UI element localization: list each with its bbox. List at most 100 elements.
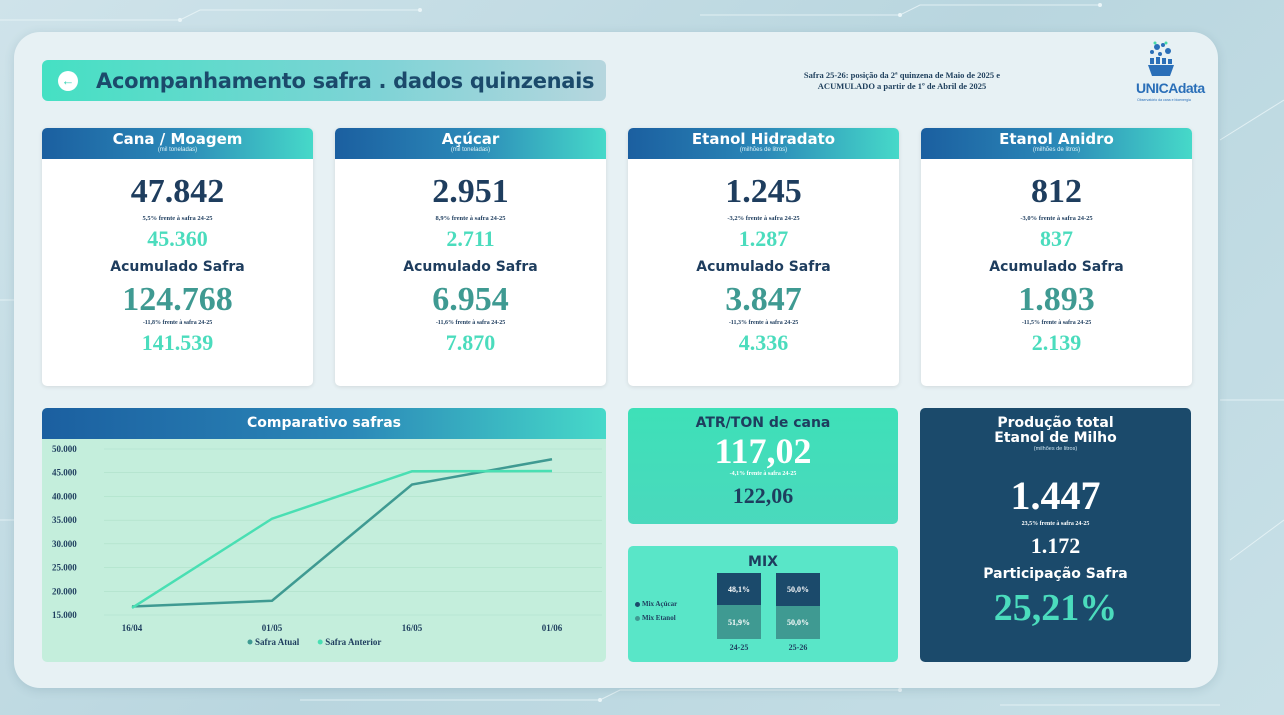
milho-value: 1.447	[1010, 473, 1101, 518]
card-title: Etanol Hidradato	[691, 130, 836, 148]
card-header: Açúcar (mil toneladas)	[335, 128, 606, 159]
title-bar: ← Acompanhamento safra . dados quinzenai…	[42, 60, 606, 101]
card-prev-value: 1.287	[738, 226, 789, 251]
legend-label-acucar: Mix Açúcar	[642, 600, 678, 608]
etanol-milho-card: Produção total Etanol de Milho (milhões …	[920, 408, 1191, 662]
legend-marker	[247, 639, 253, 645]
milho-title-line-1: Produção total	[997, 415, 1114, 431]
card-unit: (mil toneladas)	[157, 147, 198, 153]
y-tick-label: 40.000	[52, 491, 77, 501]
comparativo-safras-chart: Comparativo safras 50.000 45.000 40.000 35.…	[42, 408, 606, 662]
atr-ton-card: ATR/TON de cana 117,02 -4,1% frente à sa…	[628, 408, 898, 524]
card-etanol-hidratado: Etanol Hidradato (milhões de litros) 1.2…	[628, 128, 899, 386]
card-accumulated-label: Acumulado Safra	[696, 259, 831, 275]
legend-mix-etanol: Mix Etanol	[635, 614, 676, 622]
card-value: 812	[1031, 173, 1082, 210]
card-accumulated-label: Acumulado Safra	[989, 259, 1124, 275]
logo-subtext: Observatório da cana e bioenergia	[1137, 98, 1191, 102]
y-tick-label: 45.000	[52, 468, 77, 478]
card-prev-value: 2.711	[446, 226, 495, 251]
card-accumulated-label: Acumulado Safra	[403, 259, 538, 275]
x-tick-label: 16/04	[122, 623, 143, 633]
mix-card: MIX Mix Açúcar Mix Etanol 48,1% 51,9% 50…	[628, 546, 898, 662]
card-accumulated-pct: -11,5% frente à safra 24-25	[1021, 320, 1092, 326]
card-accumulated-value: 1.893	[1018, 281, 1095, 318]
subtitle-line-2: ACUMULADO a partir de 1º de Abril de 202…	[817, 81, 987, 91]
mix-category-label: 24-25	[729, 643, 749, 652]
card-accumulated-pct: -11,8% frente à safra 24-25	[142, 320, 213, 326]
card-accumulated-pct: -11,6% frente à safra 24-25	[435, 320, 506, 326]
card-etanol-anidro: Etanol Anidro (milhões de litros) 812 -3…	[921, 128, 1192, 386]
back-arrow-icon[interactable]: ←	[58, 70, 78, 91]
mix-segment-acucar: 50,0%	[776, 573, 820, 606]
card-accumulated-value: 6.954	[432, 281, 509, 318]
card-pct: 8,9% frente à safra 24-25	[435, 215, 506, 222]
legend-dot-etanol	[635, 615, 640, 621]
card-header: Etanol Anidro (milhões de litros)	[921, 128, 1192, 159]
logo-icon	[1148, 41, 1174, 76]
card-accumulated-value: 124.768	[122, 281, 233, 318]
milho-participation-label: Participação Safra	[983, 566, 1128, 582]
card-accumulated-value: 3.847	[725, 281, 802, 318]
card-title: Cana / Moagem	[112, 130, 243, 148]
card-value: 2.951	[432, 173, 509, 210]
mix-bar-24-25: 48,1% 51,9%	[717, 573, 761, 639]
card-unit: (milhões de litros)	[739, 147, 788, 153]
atr-title: ATR/TON de cana	[695, 415, 831, 431]
atr-value: 117,02	[714, 431, 812, 471]
x-tick-label: 16/05	[402, 623, 423, 633]
milho-pct: 23,5% frente à safra 24-25	[1021, 521, 1090, 527]
card-pct: -3,0% frente à safra 24-25	[1020, 215, 1093, 222]
legend-label-etanol: Mix Etanol	[642, 614, 676, 622]
card-pct: -3,2% frente à safra 24-25	[727, 215, 800, 222]
page-title: Acompanhamento safra . dados quinzenais	[96, 68, 595, 93]
card-value: 1.245	[725, 173, 802, 210]
card-header: Etanol Hidradato (milhões de litros)	[628, 128, 899, 159]
card-pct: 5,5% frente à safra 24-25	[142, 215, 213, 222]
card-accumulated-prev: 2.139	[1031, 330, 1082, 355]
period-subtitle: Safra 25-26: posição da 2ª quinzena de M…	[752, 70, 1052, 92]
card-header: Cana / Moagem (mil toneladas)	[42, 128, 313, 159]
mix-bar-25-26: 50,0% 50,0%	[776, 573, 820, 639]
card-acucar: Açúcar (mil toneladas) 2.951 8,9% frente…	[335, 128, 606, 386]
line-chart: 50.000 45.000 40.000 35.000 30.000 25.000 20.0…	[52, 444, 602, 647]
card-title: Etanol Anidro	[999, 130, 1114, 148]
x-tick-label: 01/06	[542, 623, 563, 633]
y-tick-label: 30.000	[52, 539, 77, 549]
milho-title-line-2: Etanol de Milho	[994, 430, 1117, 446]
milho-participation-value: 25,21%	[993, 587, 1118, 629]
series-line-safra-anterior	[131, 469, 553, 609]
card-title: Açúcar	[441, 130, 500, 148]
card-unit: (mil toneladas)	[450, 147, 491, 153]
card-accumulated-prev: 4.336	[738, 330, 789, 355]
atr-prev-value: 122,06	[732, 483, 794, 508]
y-tick-label: 20.000	[52, 586, 77, 596]
legend-dot-acucar	[635, 601, 640, 607]
unicadata-logo: UNICAdata Observatório da cana e bioener…	[1128, 40, 1205, 114]
legend-label: Safra Anterior	[325, 637, 381, 647]
mix-segment-acucar: 48,1%	[717, 573, 761, 605]
y-tick-label: 25.000	[52, 563, 77, 573]
card-accumulated-pct: -11,3% frente à safra 24-25	[728, 320, 799, 326]
subtitle-line-1: Safra 25-26: posição da 2ª quinzena de M…	[803, 70, 1001, 80]
mix-segment-etanol: 50,0%	[776, 606, 820, 639]
card-accumulated-label: Acumulado Safra	[110, 259, 245, 275]
logo-text: UNICAdata	[1136, 80, 1205, 96]
card-accumulated-prev: 7.870	[445, 330, 496, 355]
card-accumulated-prev: 141.539	[141, 330, 214, 355]
card-value: 47.842	[130, 173, 225, 210]
x-tick-label: 01/05	[262, 623, 283, 633]
legend-label: Safra Atual	[255, 637, 300, 647]
atr-pct: -4,1% frente à safra 24-25	[729, 471, 797, 477]
card-prev-value: 45.360	[147, 226, 208, 251]
y-tick-label: 15.000	[52, 610, 77, 620]
mix-title: MIX	[748, 554, 778, 570]
milho-prev-value: 1.172	[1030, 533, 1081, 558]
y-tick-label: 50.000	[52, 444, 77, 454]
card-unit: (milhões de litros)	[1032, 147, 1081, 153]
milho-unit: (milhões de litros)	[1033, 446, 1078, 452]
y-tick-label: 35.000	[52, 515, 77, 525]
card-cana-moagem: Cana / Moagem (mil toneladas) 47.842 5,5…	[42, 128, 313, 386]
legend-mix-acucar: Mix Açúcar	[635, 600, 677, 608]
